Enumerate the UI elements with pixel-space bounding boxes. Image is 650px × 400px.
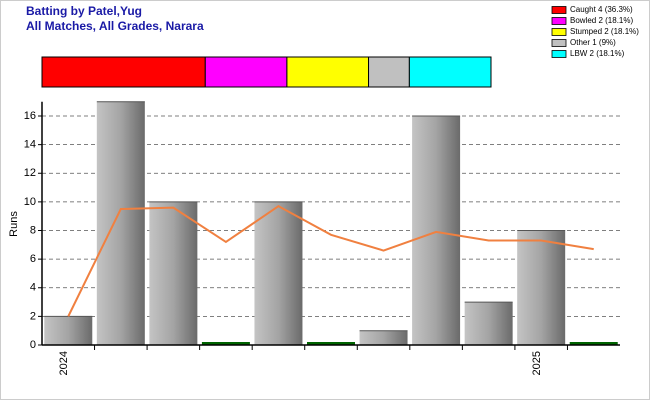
bar: [412, 116, 461, 345]
bar: [359, 330, 408, 345]
legend-label: Caught 4 (36.3%): [570, 5, 633, 14]
y-tick-label: 0: [30, 339, 36, 351]
y-tick-label: 14: [24, 139, 36, 151]
bar: [254, 201, 303, 345]
y-tick-label: 16: [24, 110, 36, 122]
dismissal-segment: [408, 56, 492, 88]
bar: [307, 342, 355, 345]
chart-title: Batting by Patel,Yug: [26, 4, 142, 18]
legend-label: Other 1 (9%): [570, 38, 616, 47]
y-tick-label: 10: [24, 196, 36, 208]
bar: [517, 230, 566, 345]
legend-swatch: [551, 50, 567, 58]
legend-swatch: [551, 28, 567, 36]
legend-label: LBW 2 (18.1%): [570, 49, 625, 58]
bar: [464, 302, 513, 345]
bar: [201, 342, 250, 345]
y-tick-label: 2: [30, 310, 36, 322]
bar: [149, 201, 198, 345]
x-tick-label: 2025: [531, 351, 543, 375]
x-tick-label: 2024: [58, 351, 70, 375]
dismissal-segment: [368, 56, 410, 88]
y-tick-label: 8: [30, 224, 36, 236]
dismissal-segment: [204, 56, 288, 88]
legend-label: Stumped 2 (18.1%): [570, 27, 639, 36]
dismissal-segment: [286, 56, 370, 88]
y-tick-label: 4: [30, 282, 36, 294]
y-tick-label: 6: [30, 253, 36, 265]
chart-subtitle: All Matches, All Grades, Narara: [26, 19, 204, 33]
legend-swatch: [551, 39, 567, 47]
legend-label: Bowled 2 (18.1%): [570, 16, 633, 25]
bar: [44, 316, 93, 345]
y-tick-label: 12: [24, 167, 36, 179]
y-axis-label: Runs: [8, 211, 20, 237]
dismissal-segment: [41, 56, 206, 88]
legend-swatch: [551, 17, 567, 25]
bar: [569, 342, 618, 345]
average-line: [67, 205, 594, 317]
bar: [96, 101, 145, 345]
legend-swatch: [551, 6, 567, 14]
